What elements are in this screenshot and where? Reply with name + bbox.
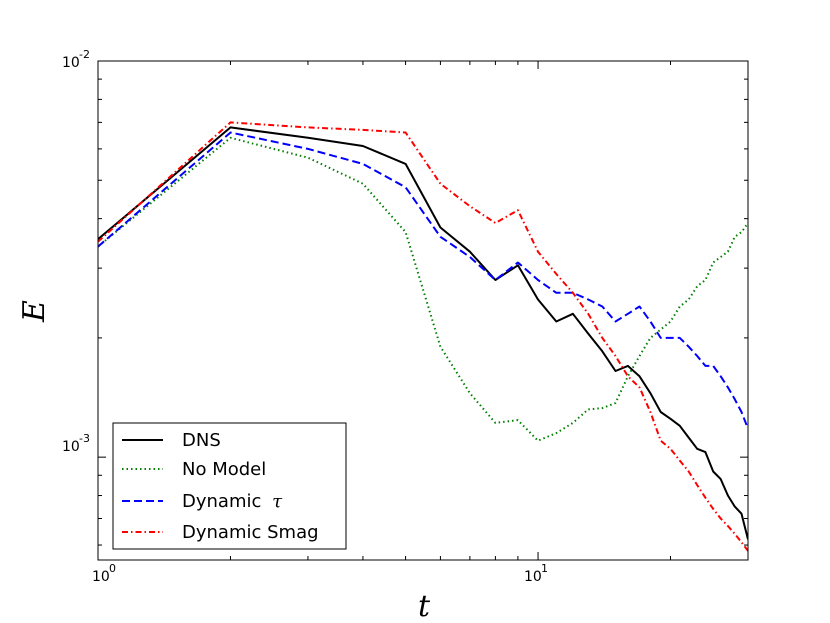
x-axis-label: t: [418, 589, 431, 623]
series-line-dynamic-smag: [98, 121, 748, 552]
x-tick-label-1: 10 0: [92, 562, 116, 585]
series-line-dns: [98, 126, 748, 540]
legend: DNS No Model Dynamic τ Dynamic Smag: [112, 422, 347, 550]
x-tick-base: 10: [524, 569, 542, 585]
x-tick-base: 10: [92, 569, 110, 585]
y-tick-base: 10: [62, 55, 80, 71]
legend-entry-dns: DNS: [122, 430, 221, 451]
series-layer: [98, 121, 748, 552]
plot-frame: [97, 60, 749, 561]
y-tick-exponent: -2: [79, 48, 90, 61]
legend-entry-dynamic-tau: Dynamic τ: [122, 491, 283, 512]
x-tick-label-10: 10 1: [524, 562, 548, 585]
y-tick-base: 10: [62, 439, 80, 455]
y-tick-label-0.01: 10 -2: [62, 48, 90, 71]
x-tick-exponent: 1: [541, 562, 548, 575]
legend-label-dynamic-smag: Dynamic Smag: [182, 522, 319, 543]
series-line-dynamic-tau: [98, 131, 748, 430]
y-tick-exponent: -3: [79, 432, 90, 445]
legend-entry-no-model: No Model: [122, 459, 266, 480]
legend-label-no-model: No Model: [182, 459, 266, 480]
legend-label-dynamic-tau-symbol: τ: [272, 491, 283, 512]
legend-box: [112, 422, 347, 550]
legend-label-dynamic-tau-text: Dynamic: [182, 491, 267, 512]
series-line-no-model: [98, 136, 748, 442]
legend-label-dns: DNS: [182, 430, 221, 451]
legend-label-dynamic-tau: Dynamic τ: [182, 491, 283, 512]
y-tick-label-0.001: 10 -3: [62, 432, 90, 455]
legend-entry-dynamic-smag: Dynamic Smag: [122, 522, 319, 543]
x-tick-exponent: 0: [109, 562, 116, 575]
y-axis-label: E: [17, 300, 52, 323]
